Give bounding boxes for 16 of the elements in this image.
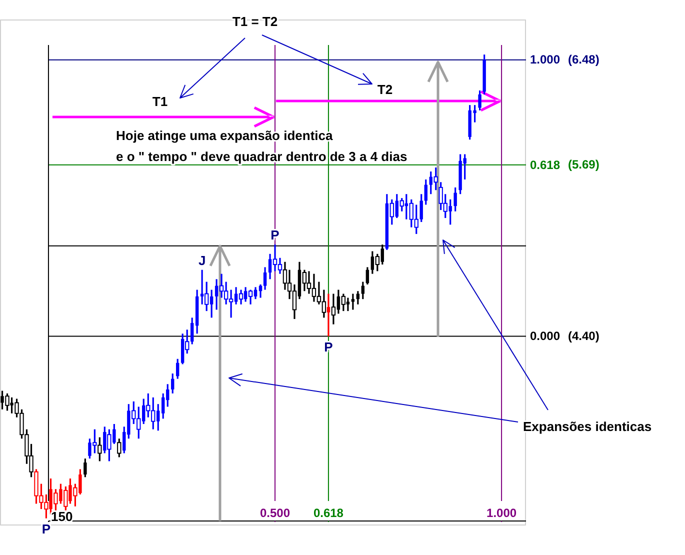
y2-tick-label: 1.000 [530,52,560,67]
annotation: T1 [152,94,168,109]
y-tick-label: (4.40) [568,329,600,344]
x-tick-label: 0.500 [260,506,290,520]
annotation: T1 = T2 [232,14,278,29]
annotation: P [42,521,51,536]
annotation: T2 [377,82,393,97]
annotation: Expansões identicas [523,419,652,434]
y-tick-label: (5.69) [568,158,600,172]
x-tick-label: 1.000 [486,506,517,520]
y-tick-label: (6.48) [568,52,600,67]
annotation: J [198,252,206,268]
y2-tick-label: 0.618 [530,158,560,172]
annotation: 150 [51,509,73,524]
x-tick-label: 0.618 [313,506,344,520]
y2-tick-label: 0.000 [530,329,560,344]
